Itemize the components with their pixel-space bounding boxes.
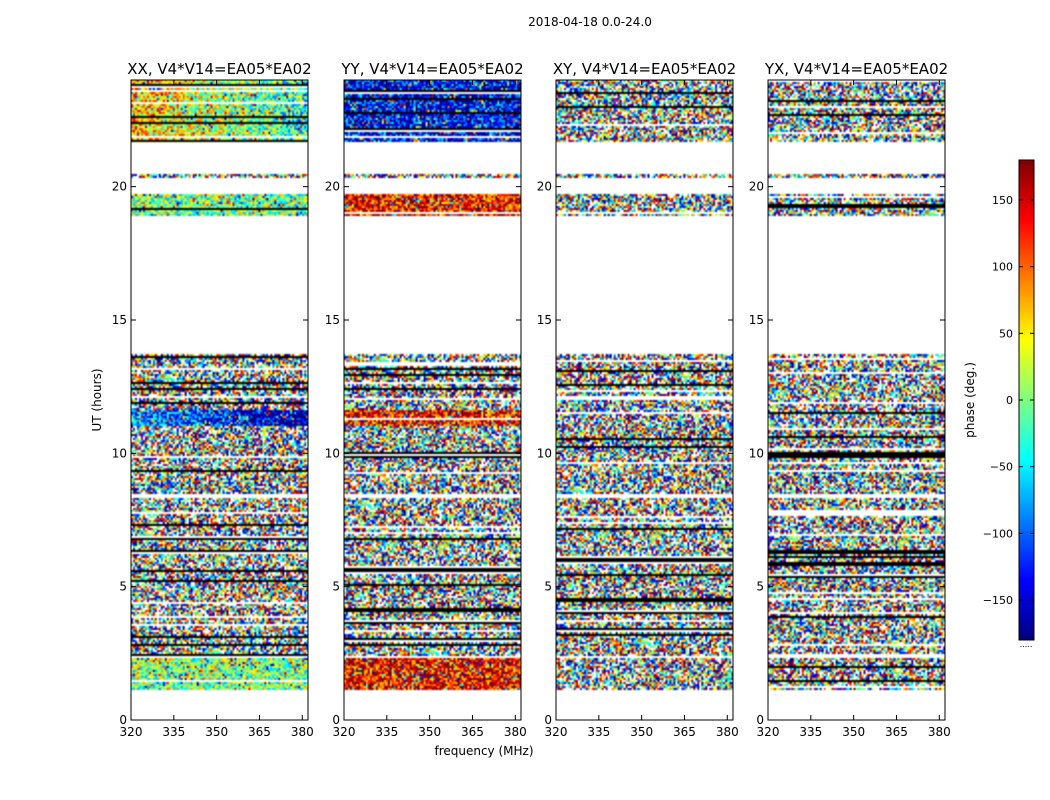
y-tick-label: 0 [332, 713, 340, 727]
colorbar-tick-label: −50 [990, 461, 1013, 474]
x-tick-label: 380 [504, 725, 527, 739]
y-tick-label: 10 [749, 446, 764, 460]
y-tick-label: 5 [544, 580, 552, 594]
x-tick-label: 335 [799, 725, 822, 739]
figure-suptitle: 2018-04-18 0.0-24.0 [528, 15, 652, 29]
heatmap-image [768, 80, 945, 720]
y-tick-label: 15 [112, 313, 127, 327]
y-tick-label: 5 [756, 580, 764, 594]
colorbar-tick-label: −100 [983, 527, 1013, 540]
panel-2: YY, V4*V14=EA05*EA02 0 5 10 15 20 320 335 350 365… [325, 60, 527, 739]
panel-title: XY, V4*V14=EA05*EA02 [553, 60, 736, 78]
x-tick-label: 350 [630, 725, 653, 739]
x-tick-label: 320 [757, 725, 780, 739]
panels: XX, V4*V14=EA05*EA02 0 5 10 15 20 320 335 350 365… [112, 60, 951, 739]
x-tick-label: 335 [375, 725, 398, 739]
y-tick-label: 10 [537, 446, 552, 460]
x-tick-label: 365 [461, 725, 484, 739]
heatmap-image [344, 80, 521, 720]
x-tick-label: 320 [120, 725, 143, 739]
colorbar: −150 −100 −50 0 50 100 150 phase (deg.) ..... [963, 159, 1035, 649]
heatmap-image [131, 80, 308, 720]
panel-4: YX, V4*V14=EA05*EA02 0 5 10 15 20 320 335 350 365… [749, 60, 951, 739]
axes-frame [555, 79, 734, 721]
x-tick-label: 380 [291, 725, 314, 739]
y-tick-label: 10 [325, 446, 340, 460]
x-tick-label: 380 [928, 725, 951, 739]
axes-frame [130, 79, 309, 721]
x-tick-label: 350 [418, 725, 441, 739]
y-tick-label: 0 [119, 713, 127, 727]
y-tick-label: 15 [537, 313, 552, 327]
axes-frame [767, 79, 946, 721]
colorbar-tick-label: 100 [992, 261, 1013, 274]
x-tick-label: 350 [205, 725, 228, 739]
x-tick-label: 335 [162, 725, 185, 739]
x-tick-label: 335 [587, 725, 610, 739]
x-tick-label: 380 [716, 725, 739, 739]
x-tick-label: 365 [673, 725, 696, 739]
y-tick-label: 20 [749, 180, 764, 194]
colorbar-footer-mark: ..... [1020, 640, 1033, 649]
y-tick-label: 20 [112, 180, 127, 194]
heatmap-image [556, 80, 733, 720]
colorbar-tick-label: 150 [992, 194, 1013, 207]
colorbar-label: phase (deg.) [963, 362, 977, 438]
y-tick-label: 5 [332, 580, 340, 594]
axes-frame [343, 79, 522, 721]
x-tick-label: 365 [885, 725, 908, 739]
panel-title: YX, V4*V14=EA05*EA02 [764, 60, 948, 78]
panel-title: YY, V4*V14=EA05*EA02 [340, 60, 523, 78]
y-axis-label: UT (hours) [90, 368, 104, 431]
x-tick-label: 365 [248, 725, 271, 739]
y-tick-label: 0 [756, 713, 764, 727]
colorbar-ticks: −150 −100 −50 0 50 100 150 [983, 194, 1034, 607]
colorbar-tick-label: −150 [983, 594, 1013, 607]
colorbar-tick-label: 0 [1006, 394, 1013, 407]
panel-1: XX, V4*V14=EA05*EA02 0 5 10 15 20 320 335 350 365… [112, 60, 314, 739]
y-tick-label: 10 [112, 446, 127, 460]
colorbar-tick-label: 50 [999, 327, 1013, 340]
y-tick-label: 5 [119, 580, 127, 594]
x-axis-label: frequency (MHz) [434, 744, 533, 758]
y-tick-label: 15 [749, 313, 764, 327]
x-tick-label: 320 [333, 725, 356, 739]
y-tick-label: 15 [325, 313, 340, 327]
y-tick-label: 20 [537, 180, 552, 194]
panel-title: XX, V4*V14=EA05*EA02 [127, 60, 311, 78]
panel-3: XY, V4*V14=EA05*EA02 0 5 10 15 20 320 335 350 365… [537, 60, 739, 739]
x-tick-label: 320 [545, 725, 568, 739]
y-tick-label: 20 [325, 180, 340, 194]
y-tick-label: 0 [544, 713, 552, 727]
x-tick-label: 350 [842, 725, 865, 739]
